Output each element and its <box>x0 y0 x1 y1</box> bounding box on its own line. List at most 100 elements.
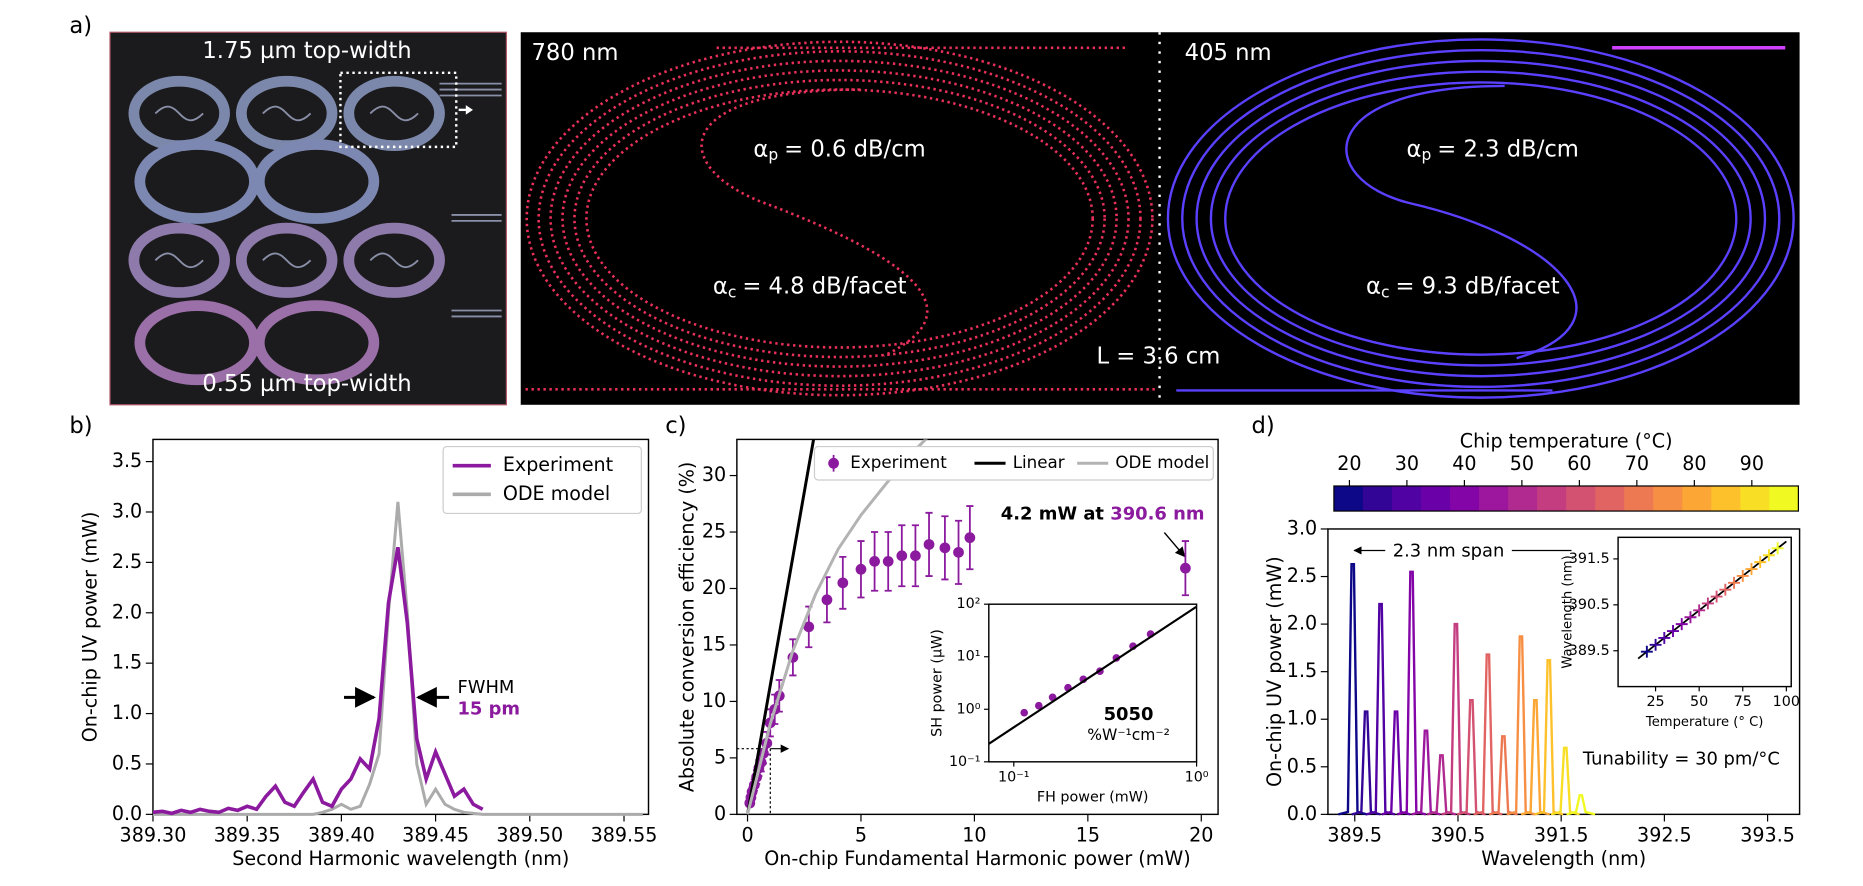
legend-label: Linear <box>1013 452 1065 472</box>
y-tick-label: 5 <box>714 745 726 768</box>
data-point <box>923 539 935 550</box>
fit-line <box>988 605 1197 745</box>
y-tick-label: 15 <box>702 632 726 655</box>
loss-label: αp = 0.6 dB/cm <box>753 136 925 164</box>
data-point <box>855 563 867 575</box>
colorbar-tick-label: 30 <box>1395 452 1419 475</box>
x-tick-label: 0 <box>741 823 753 846</box>
value: = 2.3 dB/cm <box>1437 136 1579 162</box>
y-tick-label: 10² <box>957 596 981 612</box>
y-tick-label: 389.5 <box>1569 643 1610 659</box>
data-point <box>910 550 921 562</box>
x-tick-label: 393.5 <box>1740 823 1795 846</box>
annotation: Tunability = 30 pm/°C <box>1582 748 1780 769</box>
data-point <box>882 556 894 567</box>
legend: Experiment ODE model <box>442 445 642 515</box>
x-tick-label: 100 <box>1773 694 1800 710</box>
y-axis-label: On-chip UV power (mW) <box>1263 556 1286 787</box>
colorbar-segment <box>1333 485 1364 512</box>
colorbar-segment <box>1566 485 1596 512</box>
chip-label: 1.75 µm top-width <box>202 38 411 64</box>
colorbar-segment <box>1653 485 1683 512</box>
x-tick-label: 15 <box>1076 823 1100 846</box>
y-axis-label: SH power (µW) <box>929 629 945 737</box>
subscript: c <box>728 283 737 301</box>
colorbar-segment <box>1420 485 1451 512</box>
subscript: p <box>768 146 778 164</box>
x-tick-label: 389.45 <box>402 823 469 846</box>
legend-label: Experiment <box>850 452 947 472</box>
y-axis-label: Wavelength (nm) <box>1560 555 1575 668</box>
data-point <box>1710 590 1723 603</box>
annotation-arrows <box>344 532 1572 815</box>
x-tick-label: 389.35 <box>214 823 281 846</box>
y-tick-label: 0.5 <box>1287 754 1317 777</box>
y-tick-label: 3.0 <box>1287 516 1317 539</box>
x-tick-label: 391.5 <box>1534 823 1589 846</box>
y-tick-label: 3.5 <box>112 449 142 472</box>
legend: Experiment Linear ODE model <box>813 445 1214 481</box>
y-tick-label: 1.0 <box>1287 707 1317 730</box>
data-point <box>953 546 964 558</box>
x-tick-label: 389.40 <box>308 823 375 846</box>
x-axis-label: Second Harmonic wavelength (nm) <box>232 847 569 870</box>
y-tick-label: 3.0 <box>112 499 142 522</box>
axes-frame <box>1617 536 1792 688</box>
x-tick-label: 20 <box>1189 823 1213 846</box>
spectrum-peak <box>1550 746 1580 816</box>
x-axis-label: On-chip Fundamental Harmonic power (mW) <box>764 847 1190 870</box>
x-tick-label: 390.5 <box>1431 823 1486 846</box>
x-tick-label: 389.55 <box>591 823 658 846</box>
legend-box <box>442 445 642 515</box>
x-tick-label: 389.50 <box>496 823 563 846</box>
series-line <box>746 439 816 815</box>
colorbar-segment <box>1682 485 1712 512</box>
series-line <box>746 439 928 815</box>
colorbar-tick-label: 80 <box>1682 452 1706 475</box>
data-point <box>1675 618 1688 631</box>
colorbar-segment <box>1391 485 1422 512</box>
x-tick-label: 5 <box>855 823 867 846</box>
data-point <box>964 532 976 544</box>
y-tick-label: 0.5 <box>112 751 142 774</box>
annotation-text: 4.2 mW at <box>1001 504 1110 525</box>
y-tick-label: 0 <box>714 802 726 825</box>
colorbar-tick-label: 40 <box>1452 452 1476 475</box>
y-tick-label: 25 <box>702 520 726 543</box>
y-tick-label: 1.0 <box>112 701 142 724</box>
chip-label: 0.55 µm top-width <box>202 371 411 397</box>
data-point <box>1684 611 1697 624</box>
series-line <box>152 546 484 816</box>
symbol: α <box>1407 136 1422 162</box>
y-tick-label: 1.5 <box>1287 659 1317 682</box>
data-point <box>1771 542 1784 555</box>
annotation: 5050 <box>1104 704 1154 725</box>
data-point <box>837 577 849 589</box>
y-axis-label: On-chip UV power (mW) <box>78 512 101 743</box>
data-point <box>1658 631 1671 644</box>
data-point <box>1754 556 1767 569</box>
legend-label: ODE model <box>1115 452 1209 472</box>
panel-label: d) <box>1252 413 1275 439</box>
y-tick-label: 391.5 <box>1569 551 1610 567</box>
x-tick-label: 10⁰ <box>1185 769 1209 785</box>
symbol: α <box>753 136 768 162</box>
data-point <box>939 542 951 554</box>
panel-label: b) <box>69 413 92 439</box>
value: = 0.6 dB/cm <box>784 136 926 162</box>
colorbar-segment <box>1740 485 1770 512</box>
data-point <box>803 621 815 633</box>
data-point <box>1020 708 1029 717</box>
data-point <box>1693 604 1706 617</box>
data-point <box>1736 569 1749 582</box>
x-tick-label: 392.5 <box>1637 823 1692 846</box>
colorbar-tick-label: 50 <box>1510 452 1534 475</box>
x-tick-label: 25 <box>1646 694 1664 710</box>
y-tick-label: 1.5 <box>112 651 142 674</box>
colorbar-segment <box>1711 485 1741 512</box>
value: = 9.3 dB/facet <box>1395 273 1559 299</box>
data-point <box>1701 597 1714 610</box>
colorbar-segment <box>1450 485 1480 512</box>
data-point <box>1667 625 1679 637</box>
x-tick-label: 10 <box>962 823 986 846</box>
